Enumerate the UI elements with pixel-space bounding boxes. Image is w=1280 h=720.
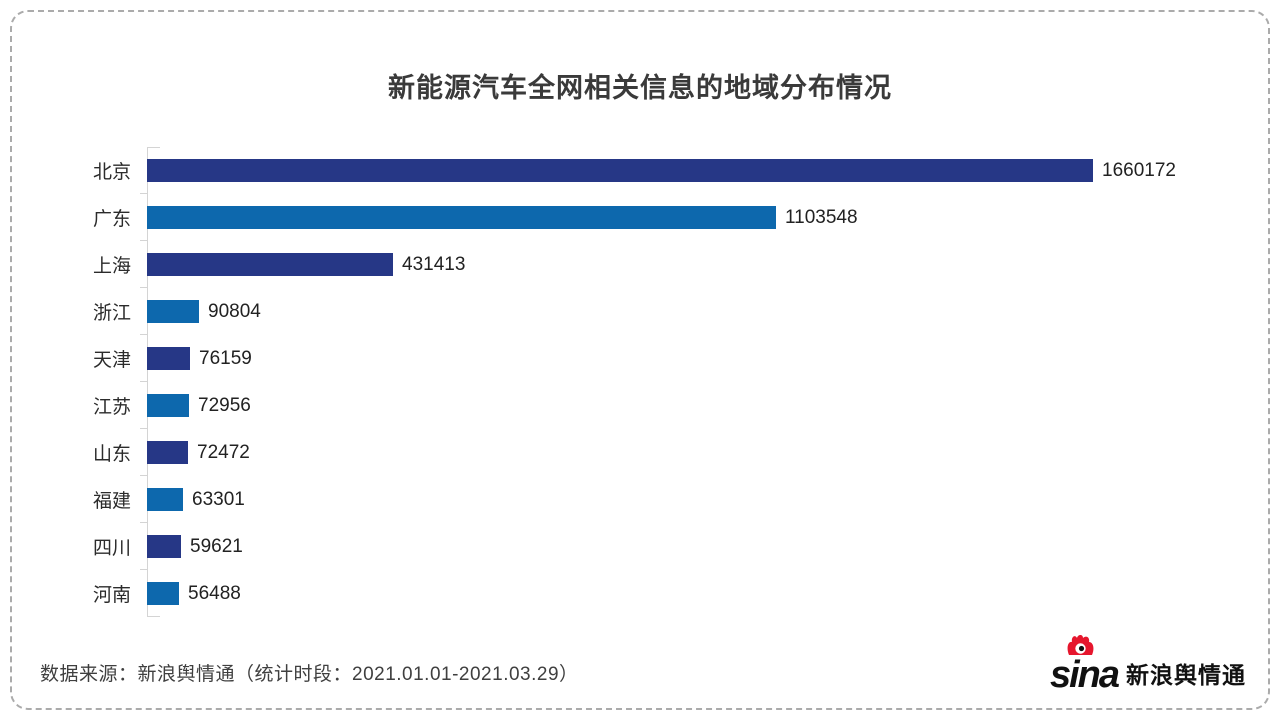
axis-tick (140, 381, 147, 382)
axis-tick (140, 475, 147, 476)
bar-row: 浙江 90804 (40, 287, 1220, 335)
bar-row: 天津 76159 (40, 334, 1220, 382)
data-source-text: 数据来源：新浪舆情通（统计时段：2021.01.01-2021.03.29） (40, 664, 579, 685)
bar (147, 206, 776, 229)
value-label: 1103548 (785, 206, 858, 228)
category-label: 山东 (92, 444, 131, 465)
axis-tick (140, 522, 147, 523)
bar-track: 63301 (147, 476, 1220, 523)
bar (147, 441, 188, 464)
bar-row: 广东 1103548 (40, 193, 1220, 241)
value-label: 56488 (188, 582, 241, 604)
bar (147, 582, 179, 605)
bar (147, 300, 199, 323)
bar-row: 河南 56488 (40, 569, 1220, 617)
bar-track: 72956 (147, 382, 1220, 429)
axis-tick (140, 569, 147, 570)
bar-row: 山东 72472 (40, 428, 1220, 476)
bar-row: 江苏 72956 (40, 381, 1220, 429)
bar (147, 488, 183, 511)
bar-row: 上海 431413 (40, 240, 1220, 288)
bar-track: 431413 (147, 241, 1220, 288)
bar-track: 1660172 (147, 147, 1220, 194)
bar-chart: 北京 1660172 广东 1103548 上海 431413 浙江 90804 天津 76159… (40, 147, 1220, 617)
value-label: 90804 (208, 300, 261, 322)
bar-row: 福建 63301 (40, 475, 1220, 523)
category-label: 广东 (92, 209, 131, 230)
axis-tick (140, 193, 147, 194)
bar-track: 56488 (147, 570, 1220, 617)
sina-flame-icon (1067, 635, 1094, 655)
value-label: 59621 (190, 535, 243, 557)
sina-product-name: 新浪舆情通 (1126, 662, 1246, 688)
bar-track: 1103548 (147, 194, 1220, 241)
axis-tick (140, 428, 147, 429)
bar-row: 四川 59621 (40, 522, 1220, 570)
bar-track: 72472 (147, 429, 1220, 476)
bar-track: 90804 (147, 288, 1220, 335)
category-label: 北京 (92, 162, 131, 183)
bar (147, 253, 393, 276)
bar-track: 59621 (147, 523, 1220, 570)
value-label: 72956 (198, 394, 251, 416)
axis-tick (140, 287, 147, 288)
category-label: 江苏 (92, 397, 131, 418)
value-label: 1660172 (1102, 159, 1176, 181)
y-axis-line (147, 147, 148, 617)
value-label: 63301 (192, 488, 245, 510)
category-label: 四川 (92, 538, 131, 559)
category-label: 福建 (92, 491, 131, 512)
bar (147, 394, 189, 417)
sina-logo: sina 新浪舆情通 (1050, 635, 1246, 694)
category-label: 天津 (92, 350, 131, 371)
value-label: 76159 (199, 347, 252, 369)
bar (147, 159, 1093, 182)
sina-wordmark: sina (1050, 635, 1120, 694)
value-label: 431413 (402, 253, 466, 275)
chart-title: 新能源汽车全网相关信息的地域分布情况 (388, 73, 892, 103)
axis-bottom-cap (147, 616, 160, 617)
bar (147, 535, 181, 558)
axis-top-cap (147, 147, 160, 148)
bar-track: 76159 (147, 335, 1220, 382)
category-label: 上海 (92, 256, 131, 277)
bar (147, 347, 190, 370)
axis-tick (140, 240, 147, 241)
bar-row: 北京 1660172 (40, 147, 1220, 194)
category-label: 浙江 (92, 303, 131, 324)
axis-tick (140, 334, 147, 335)
value-label: 72472 (197, 441, 250, 463)
chart-rows: 北京 1660172 广东 1103548 上海 431413 浙江 90804 天津 76159… (40, 147, 1220, 617)
category-label: 河南 (92, 585, 131, 606)
